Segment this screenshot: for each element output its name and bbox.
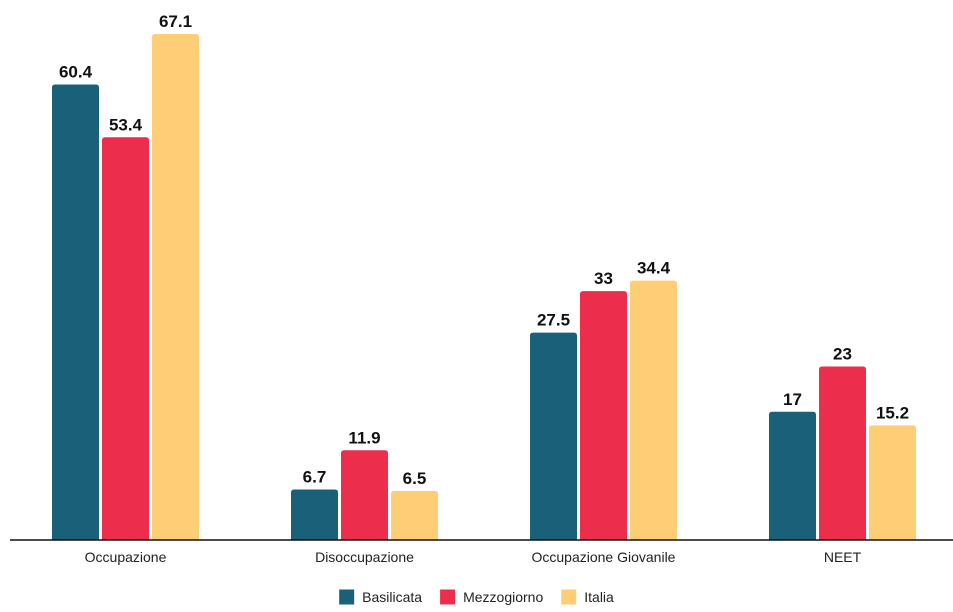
bar-occupazione-giovanile-mezzogiorno [580, 291, 627, 540]
legend-label-basilicata: Basilicata [362, 589, 422, 605]
value-label-occupazione-giovanile-basilicata: 27.5 [537, 311, 570, 330]
value-label-neet-basilicata: 17 [783, 390, 802, 409]
value-label-occupazione-mezzogiorno: 53.4 [109, 115, 143, 134]
value-label-occupazione-giovanile-mezzogiorno: 33 [594, 269, 613, 288]
bars-layer [52, 34, 916, 541]
x-tick-labels-layer: Occupazione Disoccupazione Occupazione Gio… [85, 549, 862, 565]
bar-occupazione-basilicata [52, 84, 99, 540]
value-label-occupazione-basilicata: 60.4 [59, 63, 93, 82]
value-label-occupazione-italia: 67.1 [159, 12, 192, 31]
value-label-neet-mezzogiorno: 23 [833, 345, 852, 364]
bar-neet-mezzogiorno [819, 366, 866, 540]
legend: Basilicata Mezzogiorno Italia [339, 589, 614, 605]
legend-swatch-basilicata [339, 589, 355, 605]
bar-occupazione-giovanile-italia [630, 280, 677, 540]
value-label-disoccupazione-italia: 6.5 [403, 469, 427, 488]
value-label-occupazione-giovanile-italia: 34.4 [637, 259, 671, 278]
bar-occupazione-mezzogiorno [102, 137, 149, 541]
x-tick-label-neet: NEET [824, 549, 862, 565]
bar-neet-basilicata [769, 411, 816, 540]
x-tick-label-occupazione-giovanile: Occupazione Giovanile [532, 549, 676, 565]
legend-label-italia: Italia [584, 589, 614, 605]
bar-occupazione-italia [152, 34, 199, 540]
value-labels-layer: 60.4 53.4 67.1 6.7 11.9 6.5 27.5 33 34.4 17 23 15.2 [59, 12, 909, 488]
bar-occupazione-giovanile-basilicata [530, 332, 577, 540]
legend-swatch-mezzogiorno [440, 589, 456, 605]
value-label-disoccupazione-basilicata: 6.7 [303, 467, 327, 486]
bar-disoccupazione-basilicata [291, 489, 338, 540]
bar-neet-italia [869, 425, 916, 540]
x-tick-label-occupazione: Occupazione [85, 549, 167, 565]
value-label-disoccupazione-mezzogiorno: 11.9 [348, 428, 380, 447]
bar-disoccupazione-italia [391, 490, 438, 540]
legend-swatch-italia [561, 589, 577, 605]
legend-label-mezzogiorno: Mezzogiorno [463, 589, 543, 605]
value-label-neet-italia: 15.2 [876, 403, 909, 422]
bar-disoccupazione-mezzogiorno [341, 450, 388, 540]
x-tick-label-disoccupazione: Disoccupazione [315, 549, 414, 565]
